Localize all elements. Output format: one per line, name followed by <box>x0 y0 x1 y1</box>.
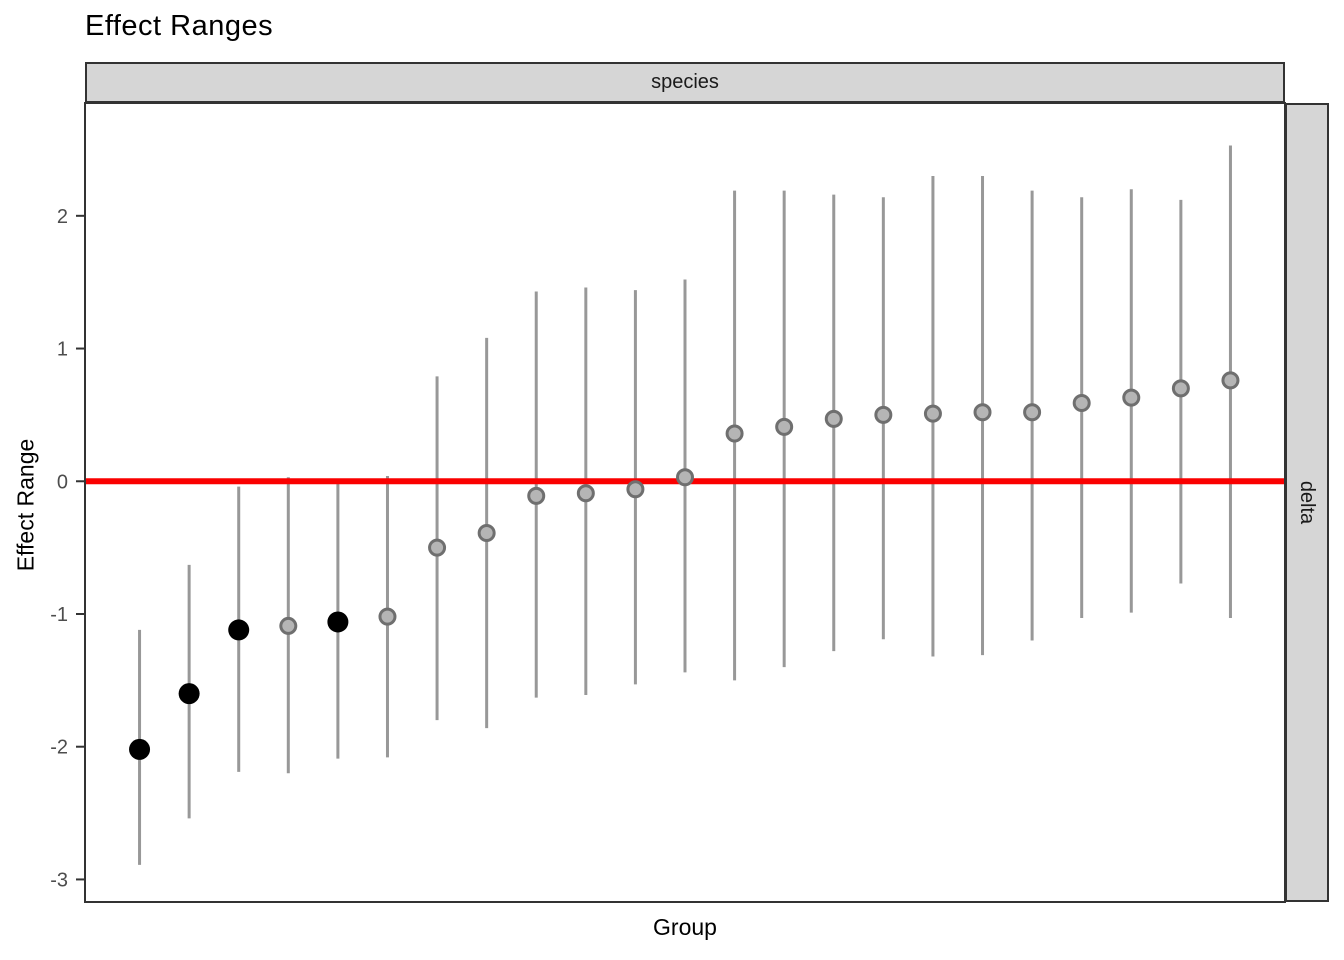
data-point <box>824 409 843 428</box>
y-axis-tick-label: -3 <box>50 869 68 891</box>
data-point-significant <box>178 683 200 705</box>
y-axis-tick-label: 1 <box>57 339 68 361</box>
y-axis-tick-label: 0 <box>57 471 68 493</box>
data-point <box>279 616 298 635</box>
data-point-significant <box>228 619 250 641</box>
facet-strip-species: species <box>85 62 1285 103</box>
data-point-significant <box>129 738 151 760</box>
data-point <box>725 424 744 443</box>
data-point <box>1122 388 1141 407</box>
data-point <box>973 403 992 422</box>
data-point <box>527 486 546 505</box>
data-point <box>874 405 893 424</box>
data-point <box>1221 371 1240 390</box>
data-point <box>1023 403 1042 422</box>
data-point <box>923 404 942 423</box>
facet-strip-species-label: species <box>651 71 719 93</box>
x-axis-title: Group <box>653 914 717 940</box>
data-point <box>676 468 694 487</box>
facet-strip-delta-label: delta <box>1296 480 1319 525</box>
data-point <box>626 480 645 499</box>
data-point <box>477 524 496 543</box>
facet-strip-delta: delta <box>1285 103 1329 902</box>
y-axis-tick-label: -2 <box>50 737 68 759</box>
data-point <box>428 538 447 557</box>
y-axis-tick-label: -1 <box>50 604 68 626</box>
data-point <box>576 484 595 503</box>
chart-title: Effect Ranges <box>85 10 274 42</box>
y-axis-title: Effect Range <box>12 438 39 572</box>
y-axis-tick-label: 2 <box>57 206 68 228</box>
data-point <box>378 607 397 626</box>
data-point-significant <box>327 611 349 633</box>
data-point <box>1171 379 1190 398</box>
data-point <box>775 417 794 436</box>
data-point <box>1072 393 1091 412</box>
